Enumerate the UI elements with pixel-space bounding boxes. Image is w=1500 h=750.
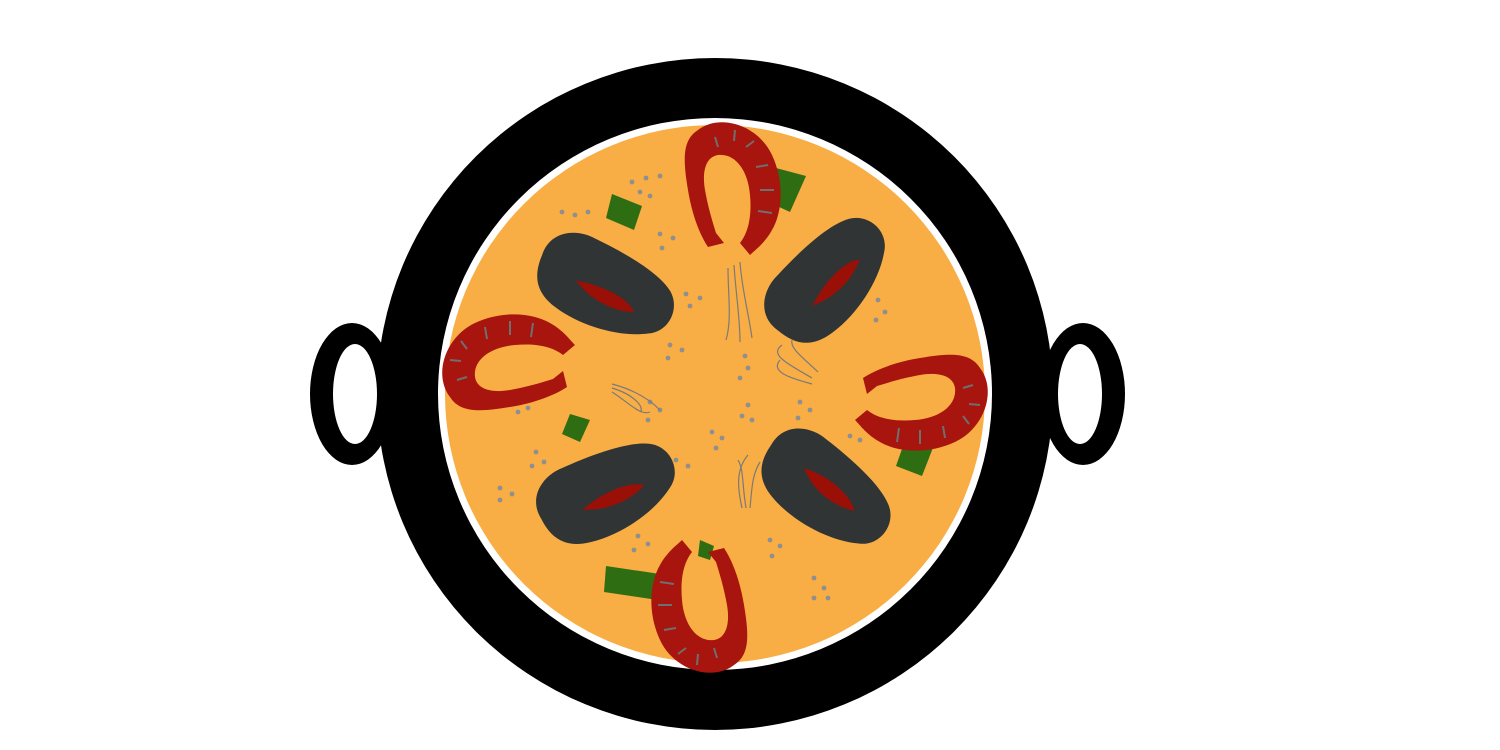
mussel-top-left: [525, 223, 688, 349]
mussel-bottom-right: [744, 415, 912, 562]
shrimp-left: [442, 314, 575, 411]
shrimp-right: [855, 354, 988, 451]
shrimp-antennae: [611, 261, 819, 509]
mussel-bottom-left: [523, 415, 690, 564]
pan-handle-left: [310, 323, 394, 465]
pan-handle-right: [1041, 323, 1125, 465]
shrimp-top: [684, 122, 781, 255]
mussel-top-right: [750, 195, 903, 361]
shrimp-bottom: [651, 540, 748, 673]
